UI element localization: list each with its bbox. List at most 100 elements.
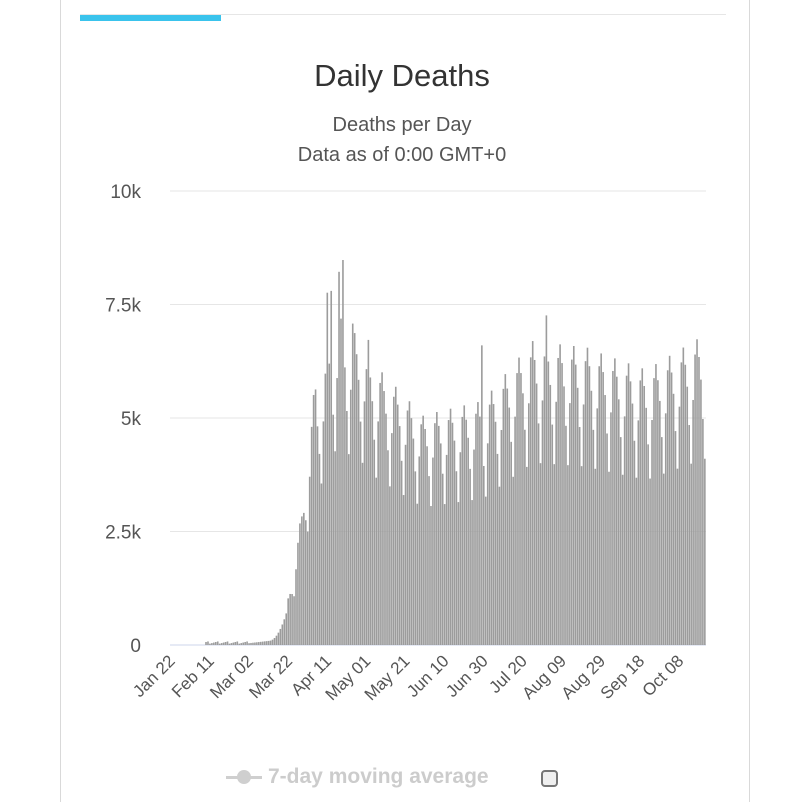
bar[interactable] bbox=[527, 403, 530, 645]
bar[interactable] bbox=[416, 503, 419, 645]
bar[interactable] bbox=[424, 428, 426, 645]
bar[interactable] bbox=[449, 408, 452, 645]
bar[interactable] bbox=[596, 408, 599, 645]
bar[interactable] bbox=[690, 463, 692, 645]
bar[interactable] bbox=[259, 641, 262, 645]
bar[interactable] bbox=[420, 424, 422, 645]
bar[interactable] bbox=[492, 404, 495, 645]
bar[interactable] bbox=[572, 346, 575, 645]
bar[interactable] bbox=[502, 388, 505, 645]
bar[interactable] bbox=[617, 399, 620, 645]
bar[interactable] bbox=[365, 369, 368, 645]
bar[interactable] bbox=[490, 390, 493, 645]
bar[interactable] bbox=[598, 366, 601, 645]
bar[interactable] bbox=[299, 523, 301, 645]
bar[interactable] bbox=[254, 642, 256, 646]
bar[interactable] bbox=[361, 462, 364, 645]
bar[interactable] bbox=[436, 412, 438, 645]
bar[interactable] bbox=[220, 643, 223, 645]
bar[interactable] bbox=[387, 450, 389, 645]
bar[interactable] bbox=[590, 390, 593, 645]
bar[interactable] bbox=[418, 456, 421, 645]
bar[interactable] bbox=[428, 476, 430, 645]
bar[interactable] bbox=[488, 404, 491, 645]
bar[interactable] bbox=[639, 380, 642, 645]
bar[interactable] bbox=[214, 642, 217, 645]
bar[interactable] bbox=[569, 403, 571, 645]
bar[interactable] bbox=[614, 358, 616, 645]
bar[interactable] bbox=[635, 477, 638, 645]
bar[interactable] bbox=[563, 386, 565, 645]
bar[interactable] bbox=[559, 344, 561, 645]
bar[interactable] bbox=[328, 363, 331, 645]
bar[interactable] bbox=[316, 426, 319, 645]
bar[interactable] bbox=[346, 411, 348, 645]
bar[interactable] bbox=[508, 407, 511, 645]
bar[interactable] bbox=[359, 421, 362, 645]
bar[interactable] bbox=[246, 641, 248, 645]
bar[interactable] bbox=[526, 466, 528, 645]
bar[interactable] bbox=[518, 357, 520, 645]
bar[interactable] bbox=[637, 420, 640, 645]
bar[interactable] bbox=[627, 363, 630, 645]
bar[interactable] bbox=[248, 643, 250, 645]
bar[interactable] bbox=[471, 500, 473, 645]
bar[interactable] bbox=[571, 359, 573, 645]
bar[interactable] bbox=[287, 598, 289, 645]
bar[interactable] bbox=[584, 361, 587, 645]
bar[interactable] bbox=[349, 389, 352, 645]
bar[interactable] bbox=[535, 383, 538, 645]
bar[interactable] bbox=[222, 642, 225, 645]
bar[interactable] bbox=[256, 642, 258, 645]
bar[interactable] bbox=[332, 414, 334, 645]
bar[interactable] bbox=[369, 377, 372, 645]
bar[interactable] bbox=[600, 353, 602, 645]
bar[interactable] bbox=[522, 393, 524, 645]
bar[interactable] bbox=[218, 643, 221, 645]
bar[interactable] bbox=[304, 520, 307, 645]
bar[interactable] bbox=[295, 569, 297, 645]
bar[interactable] bbox=[524, 429, 526, 645]
bar[interactable] bbox=[661, 437, 663, 645]
bar[interactable] bbox=[301, 516, 303, 645]
bar[interactable] bbox=[430, 506, 432, 645]
bar[interactable] bbox=[434, 423, 436, 645]
bar[interactable] bbox=[621, 474, 624, 645]
bar[interactable] bbox=[269, 640, 272, 645]
bar[interactable] bbox=[426, 446, 428, 645]
bar[interactable] bbox=[234, 642, 237, 645]
bar[interactable] bbox=[363, 401, 366, 645]
bar[interactable] bbox=[455, 471, 458, 645]
bar[interactable] bbox=[318, 453, 321, 645]
bar[interactable] bbox=[267, 640, 270, 645]
bar[interactable] bbox=[326, 292, 329, 645]
bar[interactable] bbox=[484, 496, 487, 645]
bar[interactable] bbox=[258, 642, 260, 645]
bar[interactable] bbox=[396, 404, 399, 645]
bar[interactable] bbox=[291, 594, 293, 645]
bar[interactable] bbox=[373, 439, 376, 645]
bar[interactable] bbox=[277, 632, 280, 645]
bar[interactable] bbox=[498, 486, 501, 645]
bar[interactable] bbox=[322, 421, 325, 645]
bar[interactable] bbox=[439, 443, 442, 645]
bar[interactable] bbox=[228, 643, 231, 645]
bar[interactable] bbox=[694, 354, 696, 645]
bar[interactable] bbox=[463, 405, 466, 645]
bar[interactable] bbox=[633, 440, 636, 645]
bar[interactable] bbox=[402, 495, 405, 645]
bar[interactable] bbox=[342, 260, 344, 645]
bar[interactable] bbox=[504, 374, 507, 645]
bar[interactable] bbox=[475, 413, 477, 645]
bar[interactable] bbox=[211, 643, 213, 645]
bar[interactable] bbox=[400, 460, 403, 645]
bar[interactable] bbox=[674, 431, 677, 645]
bar[interactable] bbox=[678, 406, 681, 645]
bar[interactable] bbox=[670, 372, 673, 645]
bar[interactable] bbox=[582, 404, 585, 645]
bar[interactable] bbox=[209, 643, 211, 645]
bar[interactable] bbox=[410, 418, 413, 645]
bar[interactable] bbox=[551, 424, 554, 645]
bar[interactable] bbox=[700, 379, 702, 645]
bar[interactable] bbox=[375, 477, 378, 645]
